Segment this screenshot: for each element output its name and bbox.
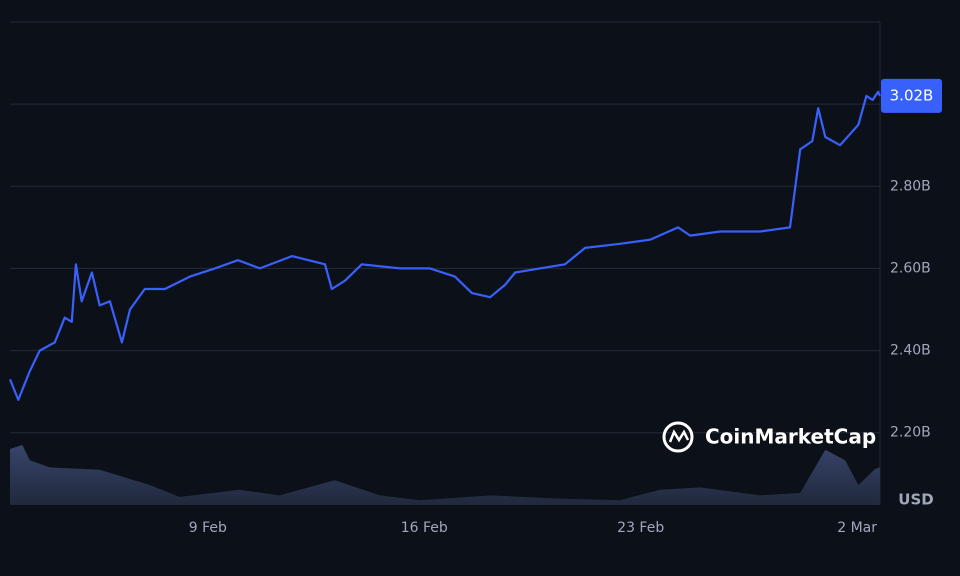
y-tick-label: 2.20B <box>890 425 931 441</box>
watermark-logo <box>668 429 690 443</box>
watermark-logo <box>662 421 694 453</box>
last-value-badge <box>881 78 942 113</box>
y-tick-label: 2.40B <box>890 343 931 359</box>
x-tick-label: 2 Mar <box>837 520 877 536</box>
y-tick-label: 2.60B <box>890 260 931 276</box>
last-value-label: 3.02B <box>890 86 934 104</box>
x-tick-label: 23 Feb <box>617 520 664 536</box>
volume-area <box>10 445 880 505</box>
x-tick-label: 9 Feb <box>189 520 227 536</box>
x-tick-label: 16 Feb <box>401 520 448 536</box>
watermark: CoinMarketCap <box>662 421 876 453</box>
y-axis-label: USD <box>898 491 933 509</box>
watermark-text: CoinMarketCap <box>705 425 876 449</box>
price-line <box>8 90 881 401</box>
y-tick-label: 2.80B <box>890 178 931 194</box>
